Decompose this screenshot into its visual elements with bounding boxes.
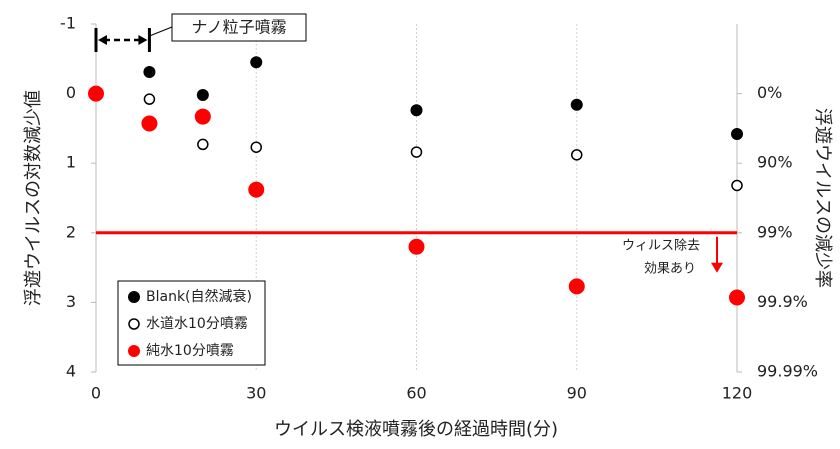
span-leader	[149, 26, 173, 37]
span-arrowhead	[98, 35, 107, 45]
point	[731, 179, 743, 192]
x-tick-label: 120	[722, 384, 753, 403]
y-tick-label: 2	[66, 222, 76, 241]
x-tick-label: 60	[406, 384, 426, 403]
point	[250, 56, 263, 69]
point	[729, 289, 745, 306]
point	[194, 108, 211, 125]
point	[570, 98, 583, 111]
legend-marker	[128, 291, 140, 303]
threshold-note: ウィルス除去	[622, 238, 700, 253]
point	[568, 278, 585, 295]
legend-marker	[128, 345, 140, 357]
point	[143, 93, 156, 105]
point	[731, 127, 743, 140]
point	[410, 104, 423, 117]
legend-marker	[128, 318, 140, 330]
legend-label: 水道水10分噴霧	[146, 316, 248, 332]
legend-label: Blank(自然減衰)	[146, 288, 252, 305]
span-label: ナノ粒子噴霧	[191, 18, 286, 37]
y2-tick-label: 99.99%	[757, 362, 818, 381]
point	[197, 138, 209, 151]
y-axis-title: 浮遊ウイルスの対数減少値	[23, 90, 44, 306]
point	[88, 85, 104, 102]
x-tick-label: 30	[246, 384, 266, 403]
legend-label: 純水10分噴霧	[146, 343, 234, 359]
y-tick-label: 4	[66, 362, 76, 381]
point	[571, 149, 583, 161]
legend-box	[117, 280, 266, 366]
y-tick-label: 1	[66, 153, 76, 172]
point	[248, 181, 265, 198]
y-tick-label: -1	[60, 14, 76, 33]
x-tick-label: 90	[567, 384, 587, 403]
point	[408, 238, 425, 255]
threshold-note: 効果あり	[644, 261, 696, 276]
y-tick-label: 0	[66, 83, 76, 102]
point	[141, 115, 158, 132]
point	[250, 141, 262, 153]
point	[196, 88, 209, 101]
span-box	[171, 13, 307, 42]
y2-tick-label: 99.9%	[757, 292, 808, 311]
y2-tick-label: 0%	[757, 83, 782, 102]
y2-axis-title: 浮遊ウイルスの減少率	[812, 108, 833, 288]
y2-tick-label: 90%	[757, 153, 793, 172]
y-tick-label: 3	[66, 292, 76, 311]
y2-tick-label: 99%	[757, 222, 793, 241]
point	[410, 146, 423, 158]
x-tick-label: 0	[91, 384, 101, 403]
point	[143, 66, 156, 79]
span-arrowhead	[138, 35, 148, 45]
x-axis-title: ウイルス検液噴霧後の経過時間(分)	[274, 419, 558, 440]
threshold-arrowhead	[711, 262, 723, 273]
